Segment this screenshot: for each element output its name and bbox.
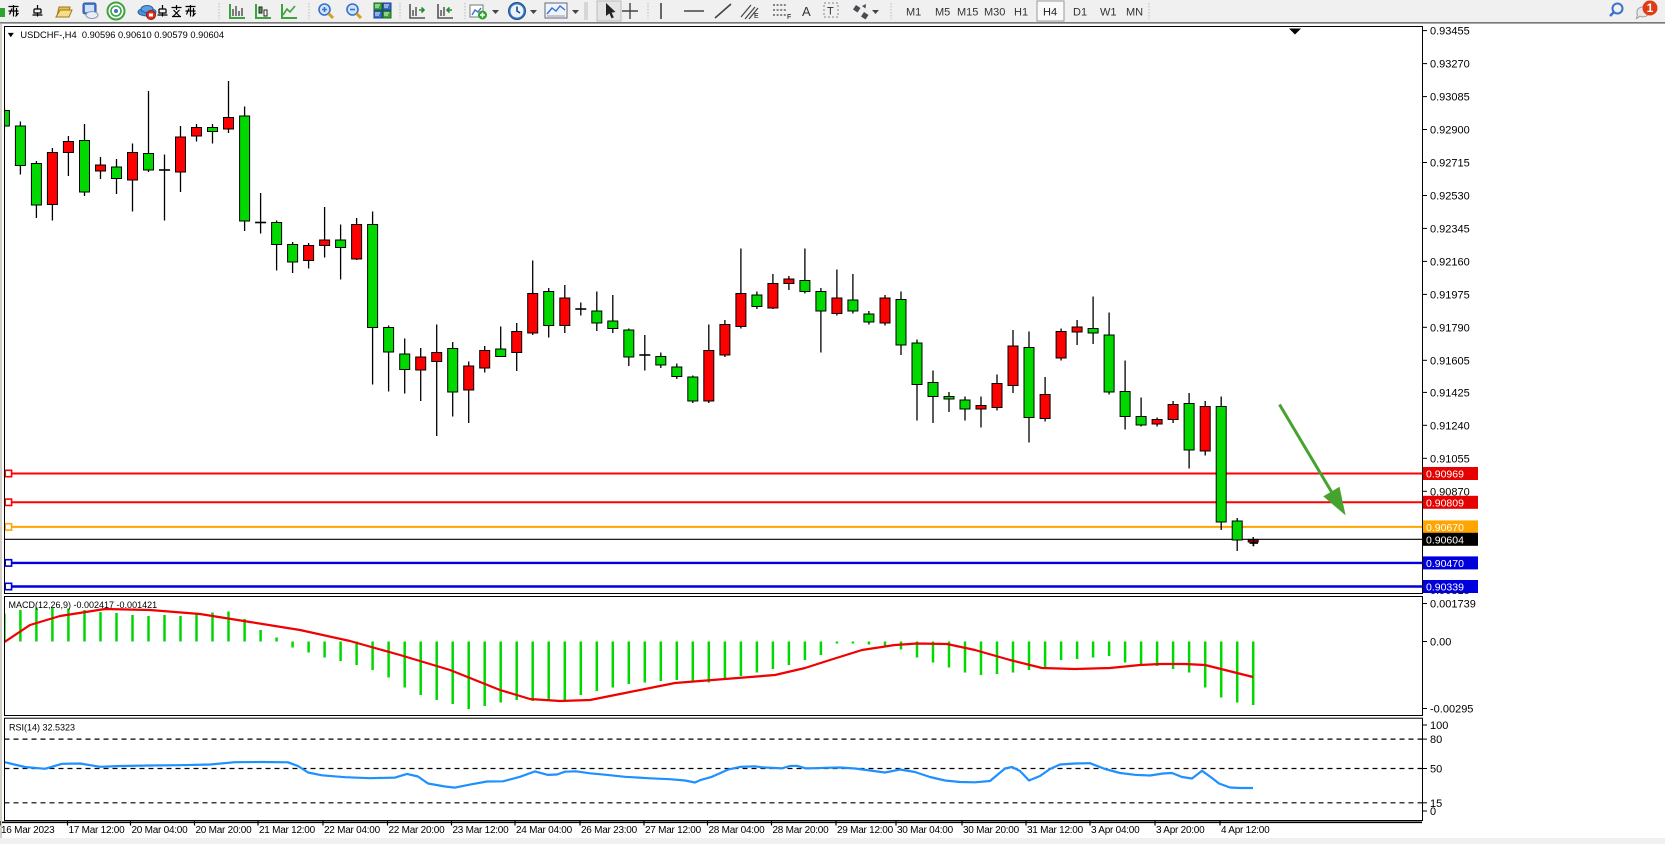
- svg-text:0.90670: 0.90670: [1426, 522, 1464, 534]
- svg-text:0.90809: 0.90809: [1426, 497, 1464, 509]
- svg-text:0.90604: 0.90604: [1426, 534, 1464, 546]
- svg-text:0.91240: 0.91240: [1430, 420, 1470, 432]
- svg-text:0.93270: 0.93270: [1430, 59, 1470, 71]
- svg-text:0.92715: 0.92715: [1430, 158, 1470, 170]
- svg-text:0.92900: 0.92900: [1430, 125, 1470, 137]
- svg-text:RSI(14) 32.5323: RSI(14) 32.5323: [9, 722, 75, 732]
- svg-text:80: 80: [1430, 734, 1442, 746]
- svg-text:0.91790: 0.91790: [1430, 322, 1470, 334]
- svg-text:0: 0: [1430, 806, 1436, 818]
- svg-text:31 Mar 12:00: 31 Mar 12:00: [1027, 825, 1084, 836]
- svg-text:M30: M30: [984, 7, 1005, 19]
- svg-text:28 Mar 20:00: 28 Mar 20:00: [773, 825, 830, 836]
- svg-text:3 Apr 04:00: 3 Apr 04:00: [1091, 825, 1140, 836]
- svg-text:M15: M15: [957, 7, 978, 19]
- svg-text:22 Mar 20:00: 22 Mar 20:00: [389, 825, 446, 836]
- svg-text:D1: D1: [1073, 7, 1087, 19]
- svg-text:H1: H1: [1014, 7, 1028, 19]
- svg-text:MN: MN: [1126, 7, 1143, 19]
- svg-text:M1: M1: [906, 7, 921, 19]
- svg-text:0.001739: 0.001739: [1430, 599, 1476, 611]
- svg-text:100: 100: [1430, 720, 1448, 732]
- svg-text:0.91605: 0.91605: [1430, 355, 1470, 367]
- svg-text:E: E: [754, 13, 759, 20]
- svg-text:H4: H4: [1043, 7, 1057, 19]
- svg-text:1: 1: [1647, 1, 1654, 15]
- svg-text:0.90339: 0.90339: [1426, 582, 1464, 594]
- svg-text:21 Mar 12:00: 21 Mar 12:00: [259, 825, 316, 836]
- svg-text:30 Mar 20:00: 30 Mar 20:00: [963, 825, 1020, 836]
- svg-text:0.91975: 0.91975: [1430, 289, 1470, 301]
- svg-text:-0.00295: -0.00295: [1430, 704, 1473, 716]
- svg-text:0.92530: 0.92530: [1430, 191, 1470, 203]
- svg-text:20 Mar 20:00: 20 Mar 20:00: [196, 825, 253, 836]
- svg-text:28 Mar 04:00: 28 Mar 04:00: [709, 825, 766, 836]
- svg-text:0.90470: 0.90470: [1426, 558, 1464, 570]
- svg-text:24 Mar 04:00: 24 Mar 04:00: [516, 825, 573, 836]
- svg-text:30 Mar 04:00: 30 Mar 04:00: [897, 825, 954, 836]
- svg-text:0.91055: 0.91055: [1430, 453, 1470, 465]
- svg-text:0.90969: 0.90969: [1426, 469, 1464, 481]
- svg-text:4 Apr 12:00: 4 Apr 12:00: [1221, 825, 1270, 836]
- svg-text:A: A: [802, 4, 811, 19]
- svg-text:15: 15: [1430, 798, 1442, 810]
- svg-text:0.91425: 0.91425: [1430, 387, 1470, 399]
- svg-text:MACD(12,26,9) -0.002417 -0.001: MACD(12,26,9) -0.002417 -0.001421: [9, 600, 158, 610]
- svg-text:26 Mar 23:00: 26 Mar 23:00: [581, 825, 638, 836]
- svg-text:0.93085: 0.93085: [1430, 92, 1470, 104]
- svg-text:3 Apr 20:00: 3 Apr 20:00: [1156, 825, 1205, 836]
- svg-text:0.92160: 0.92160: [1430, 256, 1470, 268]
- svg-text:22 Mar 04:00: 22 Mar 04:00: [324, 825, 381, 836]
- svg-text:0.92345: 0.92345: [1430, 223, 1470, 235]
- svg-text:0.90870: 0.90870: [1430, 486, 1470, 498]
- svg-text:27 Mar 12:00: 27 Mar 12:00: [645, 825, 702, 836]
- svg-text:W1: W1: [1100, 7, 1117, 19]
- svg-text:0.93455: 0.93455: [1430, 26, 1470, 38]
- svg-text:M5: M5: [935, 7, 950, 19]
- svg-text:23 Mar 12:00: 23 Mar 12:00: [453, 825, 510, 836]
- svg-text:0.00: 0.00: [1430, 637, 1451, 649]
- svg-text:29 Mar 12:00: 29 Mar 12:00: [837, 825, 894, 836]
- svg-text:T: T: [827, 6, 834, 18]
- svg-text:20 Mar 04:00: 20 Mar 04:00: [132, 825, 189, 836]
- svg-text:50: 50: [1430, 764, 1442, 776]
- svg-text:F: F: [787, 14, 791, 21]
- svg-text:USDCHF-,H4 0.90596 0.90610 0.: USDCHF-,H4 0.90596 0.90610 0.90579 0.906…: [20, 30, 224, 40]
- svg-text:16 Mar 2023: 16 Mar 2023: [1, 825, 55, 836]
- svg-text:17 Mar 12:00: 17 Mar 12:00: [69, 825, 126, 836]
